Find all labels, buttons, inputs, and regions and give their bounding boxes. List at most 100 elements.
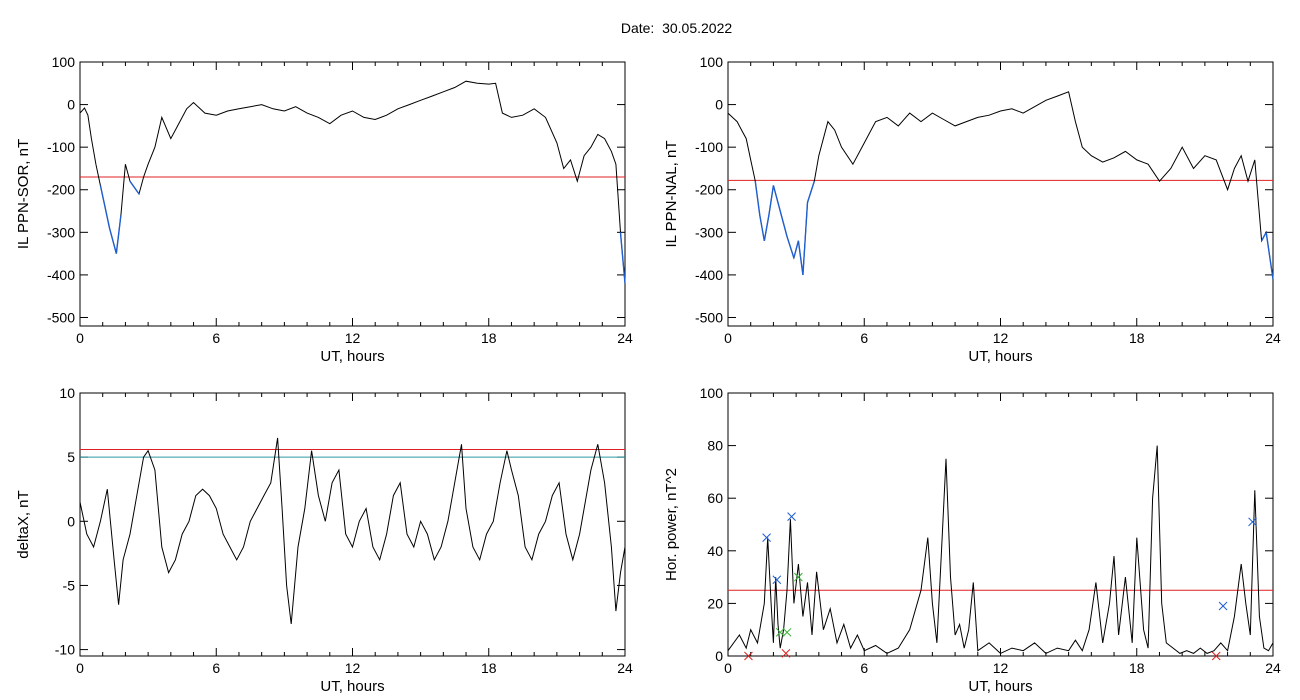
il-ppn-nal-y-tick-label: -300	[695, 224, 723, 240]
il-ppn-nal-y-tick-label: -100	[695, 139, 723, 155]
il-ppn-nal-series-line-0	[727, 91, 1274, 280]
hor-power-y-tick-label: 60	[707, 490, 723, 506]
il-ppn-sor-y-tick-label: -400	[47, 267, 75, 283]
il-ppn-sor-substorm-segment	[133, 187, 140, 195]
il-ppn-nal-y-axis-label: IL PPN-NAL, nT	[663, 141, 680, 248]
hor-power-y-tick-label: 20	[707, 595, 723, 611]
hor-power-x-tick-label: 0	[724, 660, 732, 676]
il-ppn-nal-y-tick-label: -400	[695, 267, 723, 283]
il-ppn-nal-x-tick-label: 24	[1265, 330, 1281, 346]
hor-power-marker	[744, 651, 753, 661]
hor-power-y-tick-label: 0	[715, 648, 723, 664]
hor-power-marker	[1248, 517, 1257, 527]
il-ppn-nal-substorm-segment	[759, 215, 766, 241]
date-label: Date:	[620, 20, 655, 36]
il-ppn-sor-y-tick-label: 0	[67, 97, 75, 113]
il-ppn-nal-x-tick-label: 6	[860, 330, 868, 346]
hor-power-marker	[1211, 651, 1221, 661]
deltax-x-tick-label: 6	[212, 660, 220, 676]
il-ppn-nal-substorm-segment	[763, 215, 770, 241]
il-ppn-nal-substorm-segment	[793, 240, 800, 259]
il-ppn-sor-y-axis-label: IL PPN-SOR, nT	[15, 139, 32, 249]
deltax-x-axis-label: UT, hours	[320, 678, 384, 695]
hor-power-plot-frame	[727, 392, 1274, 657]
deltax-y-tick-label: -10	[55, 642, 75, 658]
hor-power-marker-stroke	[1218, 601, 1228, 611]
il-ppn-nal-substorm-segment	[754, 181, 761, 216]
deltax-x-tick-label: 24	[617, 660, 633, 676]
il-ppn-sor-series-line-0	[79, 80, 626, 284]
deltax-x-tick-label: 0	[76, 660, 84, 676]
il-ppn-sor-y-tick-label: 100	[52, 54, 76, 70]
il-ppn-nal-substorm-segment	[768, 185, 775, 216]
hor-power-marker-stroke	[1211, 651, 1221, 661]
hor-power-marker-stroke	[775, 627, 785, 637]
il-ppn-nal-substorm-segment	[1265, 232, 1274, 280]
hor-power-marker-stroke	[772, 575, 782, 585]
hor-power-marker	[794, 572, 803, 582]
deltax-y-tick-label: 0	[67, 513, 75, 529]
il-ppn-nal-substorm-segment	[797, 240, 804, 275]
hor-power-x-tick-label: 6	[860, 660, 868, 676]
panel-il-ppn-nal: 0 6 12 18 24 100 0 -100 -200 -300 -400 -500 UT, hour…	[663, 54, 1281, 365]
il-ppn-nal-y-tick-label: -200	[695, 182, 723, 198]
hor-power-y-axis-label: Hor. power, nT^2	[663, 468, 680, 581]
il-ppn-sor-y-tick-label: -100	[47, 139, 75, 155]
hor-power-y-tick-label: 40	[707, 543, 723, 559]
hor-power-x-tick-label: 18	[1129, 660, 1145, 676]
hor-power-y-tick-label: 100	[700, 385, 724, 401]
il-ppn-sor-x-tick-label: 0	[76, 330, 84, 346]
il-ppn-nal-x-axis-label: UT, hours	[968, 348, 1032, 365]
il-ppn-sor-substorm-segment	[115, 215, 122, 254]
il-ppn-sor-x-axis-label: UT, hours	[320, 348, 384, 365]
il-ppn-nal-substorm-segment	[802, 202, 809, 275]
il-ppn-sor-y-tick-label: -500	[47, 309, 75, 325]
hor-power-marker-stroke	[781, 649, 791, 658]
hor-power-marker	[762, 533, 771, 543]
il-ppn-nal-y-tick-label: 100	[700, 54, 724, 70]
il-ppn-sor-x-tick-label: 18	[481, 330, 497, 346]
il-ppn-nal-substorm-segment	[1261, 231, 1267, 242]
il-ppn-nal-x-tick-label: 18	[1129, 330, 1145, 346]
il-ppn-nal-substorm-segment	[772, 185, 781, 212]
hor-power-marker	[1218, 601, 1228, 611]
il-ppn-sor-substorm-segment	[108, 227, 115, 246]
il-ppn-sor-x-tick-label: 12	[345, 330, 361, 346]
hor-power-marker	[775, 627, 785, 637]
hor-power-x-axis-label: UT, hours	[968, 678, 1032, 695]
il-ppn-sor-x-tick-label: 24	[617, 330, 633, 346]
deltax-y-tick-label: 10	[59, 385, 75, 401]
il-ppn-sor-substorm-segment	[129, 180, 136, 189]
hor-power-marker-stroke	[782, 627, 792, 637]
hor-power-y-tick-label: 80	[707, 438, 723, 454]
hor-power-series-line-0	[727, 445, 1274, 654]
il-ppn-nal-x-tick-label: 0	[724, 330, 732, 346]
il-ppn-sor-substorm-segment	[104, 206, 111, 229]
hor-power-x-tick-label: 24	[1265, 660, 1281, 676]
hor-power-marker	[772, 575, 782, 585]
il-ppn-sor-substorm-segment	[619, 232, 626, 284]
date-title: Date: 30.05.2022	[0, 20, 1300, 36]
deltax-x-tick-label: 12	[345, 660, 361, 676]
hor-power-marker	[782, 627, 792, 637]
il-ppn-sor-x-tick-label: 6	[212, 330, 220, 346]
il-ppn-nal-y-tick-label: 0	[715, 97, 723, 113]
hor-power-marker-stroke	[787, 512, 796, 521]
deltax-y-tick-label: -5	[63, 577, 76, 593]
hor-power-marker-stroke	[794, 572, 803, 582]
panel-hor-power: 0 6 12 18 24 100 80 60 40 20 0 UT, hours Hor. power,…	[663, 385, 1281, 695]
hor-power-marker-stroke	[762, 533, 771, 543]
il-ppn-sor-substorm-segment	[99, 185, 106, 207]
hor-power-marker	[787, 512, 796, 521]
panel-deltax: 0 6 12 18 24 10 5 0 -5 -10 UT, hours deltaX, nT	[15, 385, 633, 695]
deltax-y-axis-label: deltaX, nT	[15, 490, 32, 558]
il-ppn-nal-y-tick-label: -500	[695, 309, 723, 325]
hor-power-marker-stroke	[1248, 517, 1257, 527]
il-ppn-nal-substorm-segment	[806, 181, 815, 203]
il-ppn-nal-substorm-segment	[779, 210, 788, 237]
il-ppn-nal-x-tick-label: 12	[993, 330, 1009, 346]
il-ppn-sor-y-tick-label: -200	[47, 182, 75, 198]
il-ppn-nal-substorm-segment	[786, 236, 795, 259]
deltax-series-line-0	[79, 437, 626, 624]
